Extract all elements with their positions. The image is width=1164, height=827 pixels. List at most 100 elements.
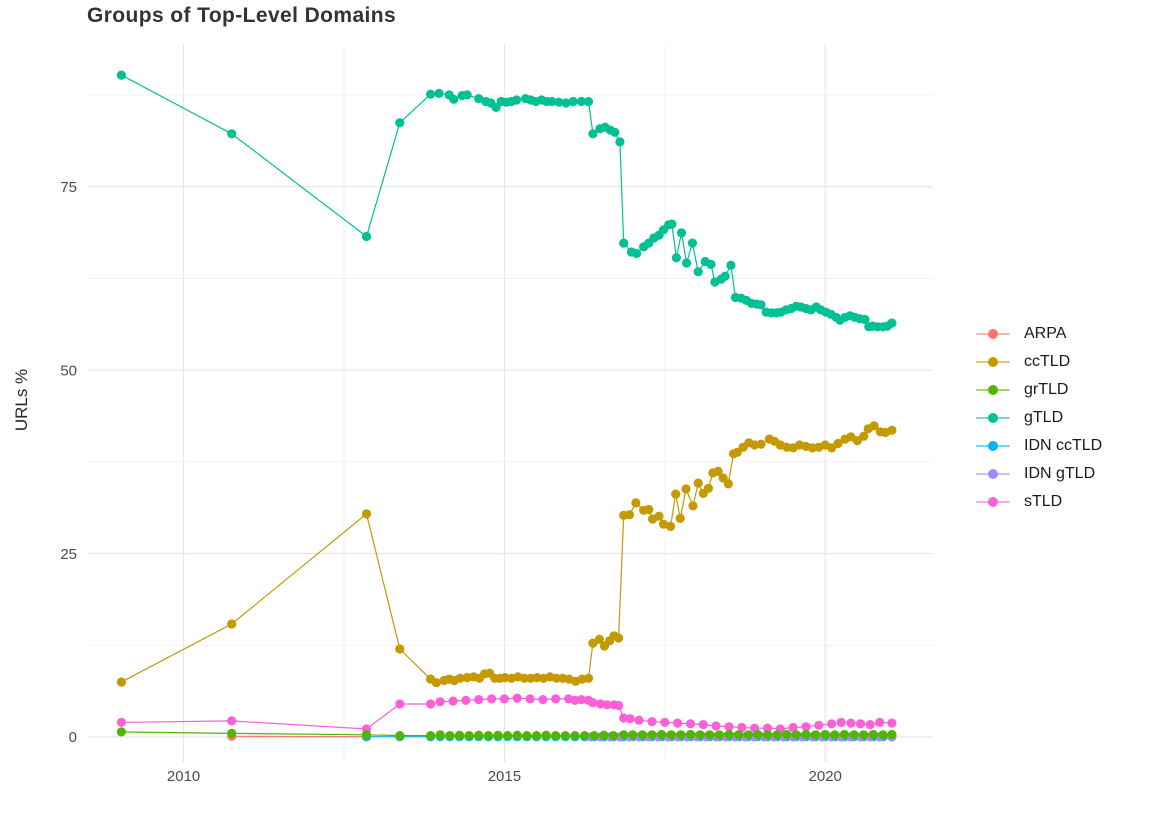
- series-cctld-point: [624, 510, 635, 520]
- series-stld-point: [887, 718, 897, 728]
- series-cctld-point: [658, 519, 669, 529]
- series-gtld-point: [720, 271, 730, 281]
- series-grtld-point: [849, 730, 859, 740]
- legend-label: grTLD: [1024, 380, 1069, 398]
- series-gtld-point: [554, 97, 564, 107]
- series-gtld-point: [426, 89, 436, 99]
- series-cctld-point: [723, 479, 733, 489]
- series-grtld-point: [791, 730, 801, 740]
- series-grtld-point: [395, 731, 405, 741]
- series-stld-point: [588, 698, 598, 708]
- series-gtld-point: [610, 127, 620, 137]
- series-grtld-point: [859, 730, 869, 740]
- series-stld-point: [647, 717, 657, 727]
- series-grtld-point: [464, 731, 474, 741]
- legend-label: gTLD: [1024, 408, 1064, 426]
- series-grtld-point: [782, 729, 792, 740]
- series-stld-point: [788, 722, 798, 733]
- series-grtld-point: [868, 729, 878, 740]
- series-stld-point: [551, 694, 561, 704]
- series-gtld-point: [682, 258, 692, 268]
- series-grtld-point: [647, 730, 657, 740]
- series-gtld-point: [434, 88, 444, 98]
- series-stld-point: [499, 694, 509, 704]
- series-gtld-point: [671, 253, 682, 263]
- series-grtld-point: [628, 730, 638, 740]
- series-grtld-point: [878, 730, 888, 740]
- legend-label: IDN gTLD: [1024, 464, 1096, 482]
- series-gtld-point: [116, 70, 126, 80]
- series-stld-point: [426, 699, 436, 709]
- series-stld-point: [576, 695, 587, 705]
- series-cctld-point: [631, 498, 641, 508]
- series-stld-point: [660, 717, 670, 728]
- legend-item-stld: sTLD: [976, 492, 1102, 511]
- series-grtld-point: [839, 729, 850, 740]
- series-stld-point: [512, 693, 522, 703]
- series-stld-point: [801, 722, 811, 732]
- series-cctld-point: [361, 509, 372, 519]
- series-cctld-point: [681, 484, 691, 494]
- series-stld-point: [614, 700, 624, 711]
- series-grtld-point: [445, 731, 455, 741]
- series-stld-point: [724, 722, 734, 732]
- series-grtld-point: [541, 730, 551, 740]
- series-grtld-point: [560, 731, 571, 741]
- series-stld-point: [836, 717, 846, 728]
- series-grtld-point: [619, 730, 629, 740]
- series-gtld-point: [568, 96, 578, 107]
- series-grtld-point: [820, 729, 830, 740]
- series-grtld-point: [666, 730, 676, 740]
- series-stld-point: [474, 695, 484, 705]
- series-cctld-point: [756, 439, 766, 449]
- series-gtld-point: [887, 318, 897, 328]
- series-cctld-point: [827, 443, 837, 453]
- series-gtld-point: [511, 95, 522, 105]
- series-gtld-point: [706, 259, 716, 269]
- y-tick-label: 0: [69, 729, 77, 746]
- series-grtld-point: [426, 731, 436, 741]
- series-cctld-point: [833, 438, 843, 449]
- legend-key-dot: [988, 356, 998, 367]
- series-grtld-point: [734, 730, 744, 740]
- series-grtld-point: [811, 730, 821, 740]
- series-gtld-point: [687, 238, 698, 248]
- series-grtld-point: [753, 729, 763, 740]
- legend-item-cctld: ccTLD: [976, 352, 1102, 371]
- series-stld-point: [846, 718, 856, 728]
- series-cctld-point: [227, 619, 237, 629]
- series-stld-point: [487, 694, 497, 704]
- legend-key-icon: [976, 436, 1010, 455]
- x-tick-label: 2020: [809, 768, 842, 785]
- series-gtld-point: [756, 300, 766, 310]
- series-grtld-point: [724, 729, 734, 740]
- series-grtld-point: [589, 731, 599, 741]
- series-cctld-point: [671, 489, 681, 499]
- series-stld-point: [875, 717, 885, 728]
- series-cctld-line: [121, 425, 893, 684]
- series-gtld-point: [693, 267, 703, 277]
- series-gtld-point: [561, 98, 571, 108]
- series-stld-point: [673, 718, 683, 728]
- series-cctld-point: [688, 501, 698, 511]
- series-grtld-point: [474, 730, 484, 740]
- series-grtld-point: [493, 730, 503, 740]
- series-cctld-point: [666, 521, 676, 532]
- series-cctld-point: [887, 425, 897, 435]
- series-cctld-point: [455, 673, 465, 683]
- series-grtld-point: [522, 731, 532, 741]
- series-gtld-point: [474, 94, 484, 104]
- series-grtld-point: [695, 730, 705, 740]
- series-grtld-point: [676, 730, 686, 740]
- series-grtld-point: [685, 729, 696, 740]
- series-grtld-point: [531, 731, 542, 741]
- series-stld-point: [116, 717, 126, 728]
- series-cctld-point: [713, 466, 723, 476]
- series-stld-point: [625, 714, 635, 724]
- series-grtld-point: [714, 730, 724, 740]
- series-stld-point: [602, 700, 612, 710]
- y-tick-label: 25: [60, 546, 77, 563]
- series-stld-point: [762, 723, 773, 733]
- series-grtld-point: [551, 731, 561, 741]
- series-cctld-point: [693, 478, 703, 488]
